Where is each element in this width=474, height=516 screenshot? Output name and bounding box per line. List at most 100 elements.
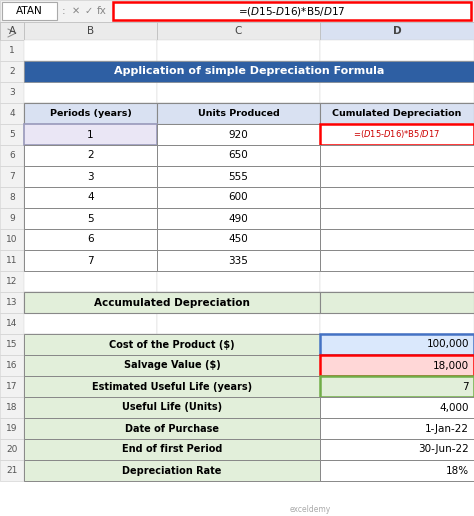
Bar [24,166,157,187]
Bar [320,460,474,481]
Text: End of first Period: End of first Period [122,444,222,455]
Bar [320,187,474,208]
Bar [320,82,474,103]
Bar [157,187,320,208]
Bar [157,460,320,481]
Bar [24,376,320,397]
Text: 490: 490 [228,214,248,223]
Bar [157,187,320,208]
Bar [0,22,24,40]
Text: Cost of the Product ($): Cost of the Product ($) [109,340,235,349]
Bar [24,292,157,313]
Text: 14: 14 [6,319,18,328]
Bar [320,208,474,229]
Bar [0,376,24,397]
Bar [24,460,157,481]
Text: 8: 8 [9,193,15,202]
Bar [24,397,157,418]
Text: 4: 4 [9,109,15,118]
Bar [320,187,474,208]
Bar [0,250,24,271]
Bar [157,61,320,82]
Bar [157,229,320,250]
Bar [0,292,24,313]
Bar [320,439,474,460]
Bar [320,376,474,397]
Bar [0,397,24,418]
Bar [24,166,157,187]
Text: 18%: 18% [446,465,469,476]
Text: ATAN: ATAN [16,6,42,16]
Bar [320,313,474,334]
Text: Application of simple Depreciation Formula: Application of simple Depreciation Formu… [114,67,384,76]
Text: 12: 12 [6,277,18,286]
Text: fx: fx [97,6,107,16]
Bar [0,61,24,82]
Bar [24,208,157,229]
Bar [0,334,24,355]
Bar [157,40,320,61]
Bar [24,250,157,271]
Text: 1: 1 [87,130,94,139]
Bar [0,187,24,208]
Text: 650: 650 [228,151,248,160]
Text: exceldemy: exceldemy [289,506,331,514]
Bar [24,418,157,439]
Bar [24,229,157,250]
Text: 100,000: 100,000 [427,340,469,349]
Bar [24,418,320,439]
Bar [157,82,320,103]
Bar [157,397,320,418]
Bar [24,460,320,481]
Text: 18: 18 [6,403,18,412]
Bar [320,418,474,439]
Text: 5: 5 [9,130,15,139]
Bar [113,2,471,20]
Text: 11: 11 [6,256,18,265]
Text: 1-Jan-22: 1-Jan-22 [425,424,469,433]
Bar [0,271,24,292]
Bar [24,145,157,166]
Bar [157,208,320,229]
Bar [157,355,320,376]
Text: A: A [9,26,16,36]
Bar [157,124,320,145]
Bar [320,145,474,166]
Bar [24,103,157,124]
Text: 18,000: 18,000 [433,361,469,370]
Bar [24,376,157,397]
Text: Useful Life (Units): Useful Life (Units) [122,402,222,412]
Bar [320,166,474,187]
Bar [320,124,474,145]
Bar [157,271,320,292]
Bar [24,208,157,229]
Bar [0,166,24,187]
Bar [0,313,24,334]
Bar [320,208,474,229]
Bar [0,0,474,22]
Bar [157,250,320,271]
Bar [24,124,157,145]
Bar [320,397,474,418]
Bar [0,82,24,103]
Bar [320,397,474,418]
Bar [0,145,24,166]
Bar [157,334,320,355]
Bar [24,61,157,82]
Bar [0,124,24,145]
Text: 7: 7 [9,172,15,181]
Bar [320,355,474,376]
Bar [157,22,320,40]
Text: D: D [392,26,401,36]
Text: 920: 920 [228,130,248,139]
Bar [320,124,474,145]
Bar [157,229,320,250]
Bar [157,103,320,124]
Bar [320,250,474,271]
Bar [24,355,320,376]
Bar [320,103,474,124]
Bar [0,355,24,376]
Bar [24,292,320,313]
Text: 30-Jun-22: 30-Jun-22 [418,444,469,455]
Text: =($D$15-$D$16)*B5/$D$17: =($D$15-$D$16)*B5/$D$17 [353,128,441,140]
